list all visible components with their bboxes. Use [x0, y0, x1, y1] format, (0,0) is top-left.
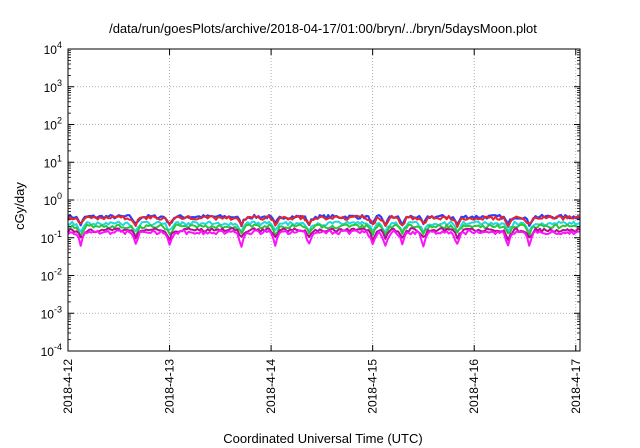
x-tick-label: 2018-4-16 [467, 359, 481, 414]
x-tick-label: 2018-4-14 [264, 359, 278, 414]
chart-title: /data/run/goesPlots/archive/2018-04-17/0… [109, 21, 537, 36]
series-line-2 [67, 214, 581, 228]
x-tick-label: 2018-4-12 [61, 359, 75, 414]
series-layer [67, 213, 581, 248]
y-tick-label: 10-3 [41, 304, 62, 321]
series-line-6 [67, 229, 580, 248]
x-tick-label: 2018-4-15 [366, 359, 380, 414]
x-axis-label: Coordinated Universal Time (UTC) [223, 431, 422, 446]
y-axis-label: cGy/day [12, 182, 27, 230]
x-axis: 2018-4-12 2018-4-13 2018-4-14 2018-4-15 2018… [61, 49, 583, 414]
y-tick-label: 102 [44, 116, 62, 133]
x-tick-label: 2018-4-13 [163, 359, 177, 414]
grid [68, 49, 580, 351]
y-tick-label: 104 [44, 40, 62, 57]
y-tick-label: 100 [44, 191, 62, 208]
y-axis: 10-4 10-3 10-2 10-1 100 101 102 103 104 [41, 40, 580, 359]
y-tick-label: 10-4 [41, 342, 62, 359]
y-tick-label: 103 [44, 78, 62, 95]
x-tick-label: 2018-4-17 [569, 359, 583, 414]
y-tick-label: 10-1 [41, 229, 62, 246]
series-line-4 [67, 223, 581, 237]
y-tick-label: 10-2 [41, 267, 62, 284]
y-tick-label: 101 [44, 153, 62, 170]
